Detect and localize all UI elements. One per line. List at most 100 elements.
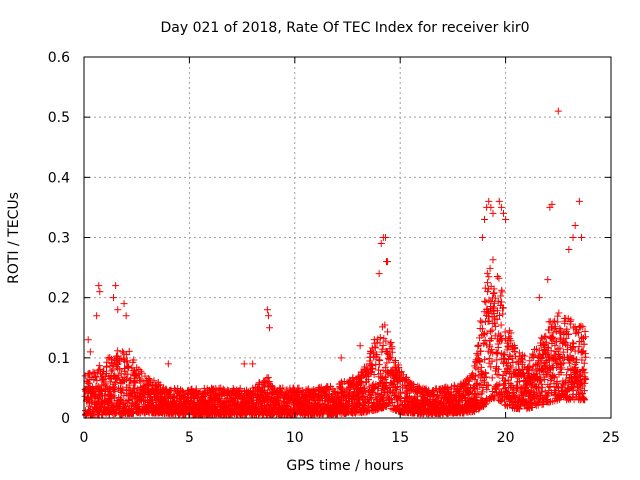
data-point — [114, 360, 122, 368]
data-point — [94, 366, 102, 374]
data-points — [81, 107, 590, 419]
data-point-peak — [114, 306, 122, 314]
data-point-peak — [497, 203, 505, 211]
data-point-peak — [122, 312, 130, 320]
data-point — [488, 374, 496, 382]
data-point — [106, 378, 114, 386]
data-point — [369, 364, 377, 372]
data-point — [387, 338, 395, 346]
data-point — [388, 348, 396, 356]
data-point-peak — [95, 282, 103, 290]
data-point-peak — [110, 294, 118, 302]
data-point-peak — [164, 360, 172, 368]
x-axis-label: GPS time / hours — [286, 458, 403, 474]
data-point — [241, 395, 249, 403]
data-point — [114, 347, 122, 355]
data-point — [192, 385, 200, 393]
data-point-peak — [571, 221, 579, 229]
data-point — [444, 384, 452, 392]
data-point — [499, 310, 507, 318]
data-point-peak — [485, 197, 493, 205]
data-point — [478, 318, 486, 326]
data-point — [369, 389, 377, 397]
data-point — [132, 388, 140, 396]
data-point — [109, 366, 117, 374]
data-point-peak — [86, 348, 94, 356]
y-tick-label: 0.3 — [48, 231, 70, 247]
data-point-peak — [375, 270, 383, 278]
data-point — [132, 371, 140, 379]
data-point — [150, 377, 158, 385]
data-point — [481, 297, 489, 305]
data-point — [479, 331, 487, 339]
y-axis-label: ROTI / TECUs — [6, 192, 22, 284]
data-point — [116, 366, 124, 374]
x-tick-label: 0 — [80, 430, 89, 446]
data-point — [106, 353, 114, 361]
data-point — [283, 386, 291, 394]
data-point-peak — [489, 209, 497, 217]
data-point-peak — [487, 203, 495, 211]
y-tick-label: 0.4 — [48, 170, 70, 186]
data-point — [337, 384, 345, 392]
data-point — [387, 354, 395, 362]
data-point — [153, 392, 161, 400]
data-point — [123, 375, 131, 383]
data-point — [261, 378, 269, 386]
data-point-peak — [481, 215, 489, 223]
data-point — [410, 381, 418, 388]
x-tick-label: 20 — [497, 430, 515, 446]
data-point-peak — [84, 336, 92, 344]
data-point — [376, 357, 384, 365]
data-point-peak — [554, 107, 562, 115]
data-point — [381, 363, 389, 371]
data-point-peak — [577, 234, 585, 241]
x-tick-label: 25 — [602, 430, 620, 446]
grid-lines — [84, 57, 611, 418]
data-point — [397, 388, 405, 396]
data-point-peak — [337, 354, 345, 362]
x-tick-label: 5 — [185, 430, 194, 446]
data-point-peak — [93, 312, 101, 320]
data-point — [118, 387, 126, 395]
data-point — [495, 371, 503, 379]
data-point — [376, 334, 384, 342]
data-point — [331, 388, 339, 396]
data-point — [476, 317, 484, 325]
data-point-peak — [120, 300, 128, 308]
plot-frame — [83, 56, 612, 419]
data-point — [138, 369, 146, 377]
data-point — [495, 274, 503, 282]
data-point — [380, 396, 388, 404]
data-point — [393, 386, 401, 394]
data-point — [497, 321, 505, 329]
data-point — [144, 375, 152, 383]
y-tick-label: 0.1 — [48, 351, 70, 367]
data-point — [395, 364, 403, 372]
data-point-peak — [478, 234, 486, 241]
y-tick-label: 0.2 — [48, 291, 70, 307]
data-point — [537, 334, 545, 342]
data-point — [295, 384, 303, 392]
data-point — [385, 384, 393, 392]
data-point — [485, 273, 493, 281]
data-point — [485, 359, 493, 367]
data-point-peak — [249, 360, 257, 368]
data-point-peak — [356, 342, 364, 350]
data-point — [386, 353, 394, 361]
data-point — [382, 373, 390, 381]
data-point — [488, 326, 496, 334]
data-point — [383, 378, 391, 386]
data-point-peak — [263, 306, 271, 314]
data-point — [371, 344, 379, 352]
data-point — [336, 385, 344, 393]
data-point — [124, 362, 132, 370]
data-point — [375, 373, 383, 381]
data-point-peak — [377, 240, 385, 248]
data-point — [90, 369, 98, 377]
data-point — [340, 378, 348, 386]
data-point — [555, 309, 563, 317]
data-point — [120, 349, 128, 357]
data-point-peak — [535, 294, 543, 302]
data-point — [117, 396, 125, 404]
